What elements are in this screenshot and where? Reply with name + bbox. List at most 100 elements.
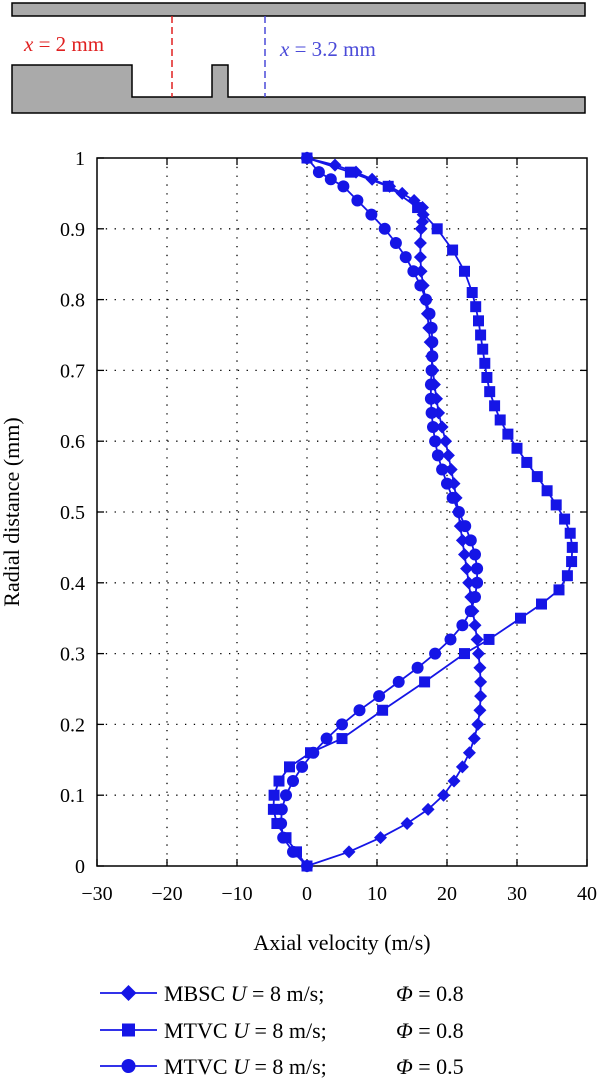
data-point-square xyxy=(447,244,459,256)
data-point-circle xyxy=(425,406,438,419)
x-tick-label: 30 xyxy=(507,883,527,905)
data-point-circle xyxy=(464,605,477,618)
data-point-square xyxy=(377,704,389,716)
data-point-square xyxy=(521,456,533,468)
data-point-circle xyxy=(337,180,350,193)
legend-label: MTVC U = 8 m/s; Φ = 0.5 xyxy=(164,1054,464,1079)
legend-entry-mtvc-05: MTVC U = 8 m/s; Φ = 0.5 xyxy=(100,1054,464,1079)
data-point-square xyxy=(489,400,501,412)
data-point-square xyxy=(553,584,565,596)
data-point-square xyxy=(566,541,578,553)
data-point-diamond xyxy=(474,675,488,689)
data-point-diamond xyxy=(374,831,387,845)
y-tick-label: 0 xyxy=(75,856,85,878)
data-point-circle xyxy=(277,831,290,844)
channel-bottom-wall xyxy=(11,64,586,114)
data-point-diamond xyxy=(472,647,485,661)
data-point-circle xyxy=(441,477,453,490)
data-point-square xyxy=(336,733,348,745)
data-point-square xyxy=(475,329,487,341)
data-point-circle xyxy=(426,336,439,349)
y-axis-label: Radial distance (mm) xyxy=(0,417,24,606)
data-point-circle xyxy=(425,321,438,334)
data-point-diamond xyxy=(413,250,427,264)
data-point-diamond xyxy=(444,463,458,477)
x-tick-label: −20 xyxy=(151,883,182,905)
data-point-circle xyxy=(389,236,402,249)
data-point-diamond xyxy=(471,717,485,731)
data-point-circle xyxy=(424,392,437,405)
plot-frame xyxy=(96,157,588,867)
data-point-circle xyxy=(420,293,432,306)
x-tick-label: −30 xyxy=(81,883,112,905)
data-point-diamond xyxy=(455,760,469,774)
legend-marker-circle xyxy=(121,1059,136,1073)
data-point-diamond xyxy=(455,533,469,547)
data-point-circle xyxy=(392,675,405,688)
axis-ticks: −30 −20 −10 0 10 20 30 40 0 0.1 0.2 0.3 0.4 0.5 0.6 0.7… xyxy=(60,148,597,905)
data-point-circle xyxy=(320,732,333,745)
data-point-square xyxy=(481,371,493,383)
data-point-circle xyxy=(444,633,457,646)
data-point-diamond xyxy=(421,802,435,816)
data-point-square xyxy=(536,598,547,610)
data-point-square xyxy=(419,676,431,688)
data-point-square xyxy=(483,633,495,645)
data-point-diamond xyxy=(468,618,482,632)
data-point-circle xyxy=(378,222,391,235)
data-point-circle xyxy=(280,789,292,802)
data-point-circle xyxy=(425,364,438,377)
data-point-diamond xyxy=(467,732,481,746)
data-point-circle xyxy=(301,152,313,164)
x-tick-label: −10 xyxy=(221,883,252,905)
data-point-diamond xyxy=(435,420,449,434)
data-point-circle xyxy=(324,173,337,186)
data-point-square xyxy=(273,775,285,787)
data-point-diamond xyxy=(400,817,414,831)
data-point-diamond xyxy=(458,547,471,561)
data-point-circle xyxy=(275,803,288,816)
data-point-circle xyxy=(373,690,386,703)
data-point-circle xyxy=(469,548,481,561)
data-point-circle xyxy=(353,704,366,717)
data-point-circle xyxy=(431,449,444,462)
data-point-diamond xyxy=(365,172,379,186)
data-point-circle xyxy=(275,817,288,830)
data-point-square xyxy=(511,442,523,454)
data-point-circle xyxy=(399,251,412,264)
data-point-diamond xyxy=(413,236,427,250)
data-point-diamond xyxy=(342,845,356,859)
data-point-diamond xyxy=(441,448,455,462)
data-point-circle xyxy=(456,619,469,632)
data-point-circle xyxy=(296,760,309,773)
legend-marker-square xyxy=(122,1023,135,1037)
data-point-circle xyxy=(423,307,436,320)
data-point-square xyxy=(566,556,578,568)
data-point-square xyxy=(459,648,470,660)
legend-label: MTVC U = 8 m/s; Φ = 0.8 xyxy=(164,1018,464,1043)
data-point-square xyxy=(267,803,279,815)
data-point-circle xyxy=(414,279,427,292)
data-point-square xyxy=(515,612,526,624)
y-tick-label: 0.9 xyxy=(60,219,85,241)
x-tick-label: 20 xyxy=(437,883,457,905)
data-point-square xyxy=(412,202,424,214)
data-point-diamond xyxy=(437,788,450,802)
data-point-circle xyxy=(471,562,484,575)
data-point-square xyxy=(477,343,489,355)
data-point-square xyxy=(382,180,394,192)
data-point-square xyxy=(564,527,576,539)
channel-schematic: x = 2 mm x = 3.2 mm xyxy=(11,2,586,114)
data-point-circle xyxy=(287,775,299,788)
data-point-circle xyxy=(464,534,477,547)
series-line xyxy=(280,157,479,867)
data-point-circle xyxy=(307,746,320,759)
y-tick-label: 0.1 xyxy=(60,785,85,807)
data-point-square xyxy=(459,265,470,277)
legend: MBSC U = 8 m/s; Φ = 0.8 MTVC U = 8 m/s; Φ … xyxy=(100,981,464,1079)
data-point-circle xyxy=(427,421,439,434)
legend-label: MBSC U = 8 m/s; Φ = 0.8 xyxy=(164,981,464,1006)
legend-marker-diamond xyxy=(120,985,137,1001)
plot-area: −30 −20 −10 0 10 20 30 40 0 0.1 0.2 0.3 0.4 0.5 0.6 0.7… xyxy=(0,148,597,955)
